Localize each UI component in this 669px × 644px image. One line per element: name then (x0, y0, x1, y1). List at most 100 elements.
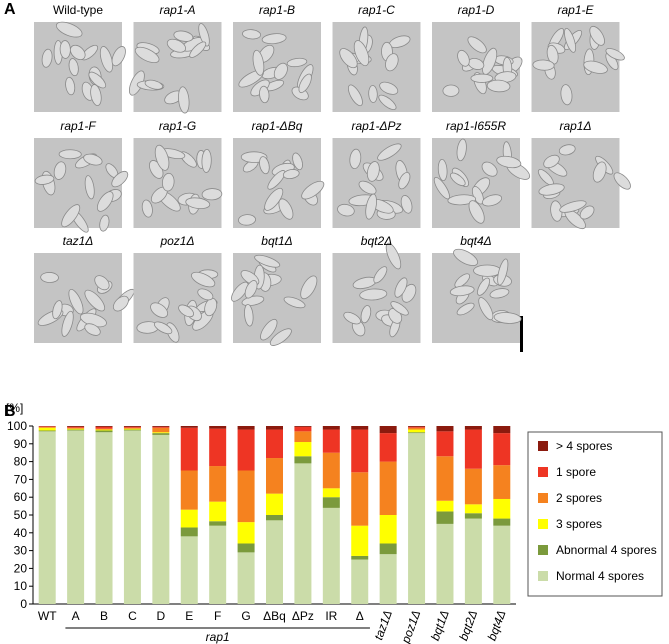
cell (300, 275, 318, 300)
cell (34, 174, 55, 185)
bar-segment (180, 426, 198, 428)
legend-swatch (538, 441, 548, 451)
cell (244, 280, 258, 299)
legend-swatch (538, 571, 548, 581)
bar-segment (38, 426, 56, 427)
cell (99, 46, 114, 73)
bar-segment (294, 431, 312, 443)
x-tick-label: E (185, 609, 193, 623)
cell (478, 297, 494, 321)
scale-bar (520, 316, 523, 352)
cell (94, 275, 110, 291)
bar-segment (294, 456, 312, 464)
cell (41, 48, 53, 68)
cell (244, 304, 254, 327)
cell (111, 46, 126, 67)
bar-segment (180, 427, 198, 471)
micrograph-label: rap1-C (358, 3, 395, 17)
bar-segment (123, 427, 141, 429)
cell (437, 158, 448, 182)
bar-segment (322, 488, 340, 498)
cell (112, 295, 129, 312)
cell (90, 84, 102, 106)
x-tick-label: taz1Δ (371, 608, 395, 642)
cell (368, 85, 378, 103)
bar-segment (436, 426, 454, 432)
x-tick-label: bqt2Δ (456, 608, 480, 642)
x-tick-label: F (214, 609, 221, 623)
bar-segment (266, 458, 283, 494)
cell (197, 288, 214, 301)
micrograph-label: rap1-ΔBq (252, 119, 303, 133)
bar-segment (38, 431, 56, 604)
cell (201, 148, 212, 173)
cell (560, 84, 573, 106)
panel-label: A (4, 1, 16, 18)
cell (189, 41, 207, 58)
cell (558, 144, 576, 156)
bar-segment (408, 433, 426, 604)
bar-segment (123, 429, 141, 431)
bar-segment (38, 426, 56, 428)
cell (468, 200, 485, 224)
y-tick-label: 60 (14, 490, 28, 504)
bar-segment (464, 429, 482, 469)
bar-segment (95, 430, 113, 433)
bar-segment (351, 429, 369, 473)
bar-segment (95, 429, 113, 431)
cell (583, 60, 608, 74)
micrograph-label: bqt4Δ (460, 234, 491, 248)
cell (278, 198, 294, 220)
bar-segment (322, 507, 340, 604)
bar-segment (152, 426, 170, 427)
bar-segment (209, 426, 227, 429)
micrograph-label: rap1-I655R (446, 119, 506, 133)
y-tick-label: 50 (14, 508, 28, 522)
cell (543, 154, 560, 169)
micrograph-label: rap1-D (458, 3, 495, 17)
cell (449, 285, 475, 297)
x-tick-label: ΔBq (263, 609, 286, 623)
x-tick-label: bqt4Δ (485, 608, 509, 642)
cell (267, 170, 286, 190)
y-tick-label: 90 (14, 437, 28, 451)
cell (111, 170, 129, 188)
bar-segment (123, 426, 141, 428)
cell (264, 187, 284, 211)
cell (589, 25, 605, 46)
bar-segment (209, 428, 227, 467)
cell (457, 49, 470, 67)
bar-segment (123, 426, 141, 427)
cell (489, 288, 510, 299)
bar-segment (180, 470, 198, 510)
cell (55, 21, 83, 38)
cell (259, 85, 270, 104)
cell (390, 301, 409, 316)
bar-segment (67, 428, 85, 430)
cell (470, 73, 494, 83)
bar-segment (180, 536, 198, 604)
cell (68, 58, 79, 77)
cell (467, 36, 487, 54)
legend-label: 1 spore (556, 465, 596, 479)
micrograph-label: rap1-B (259, 3, 295, 17)
bar-segment (464, 468, 482, 505)
cell (373, 266, 388, 284)
cell (447, 194, 477, 206)
y-tick-label: 10 (14, 579, 28, 593)
bar-segment (351, 555, 369, 560)
x-tick-label: G (241, 609, 250, 623)
bar-segment (123, 430, 141, 604)
bar-segment (152, 433, 170, 435)
bar-segment (152, 426, 170, 428)
cell (353, 40, 370, 67)
y-tick-label: 100 (7, 419, 27, 433)
micrograph-label: rap1-E (557, 3, 594, 17)
cell (473, 264, 502, 277)
x-tick-label: poz1Δ (398, 608, 423, 644)
cell (259, 156, 270, 175)
cell (546, 44, 559, 65)
y-tick-label: 80 (14, 455, 28, 469)
bar-segment (436, 523, 454, 604)
